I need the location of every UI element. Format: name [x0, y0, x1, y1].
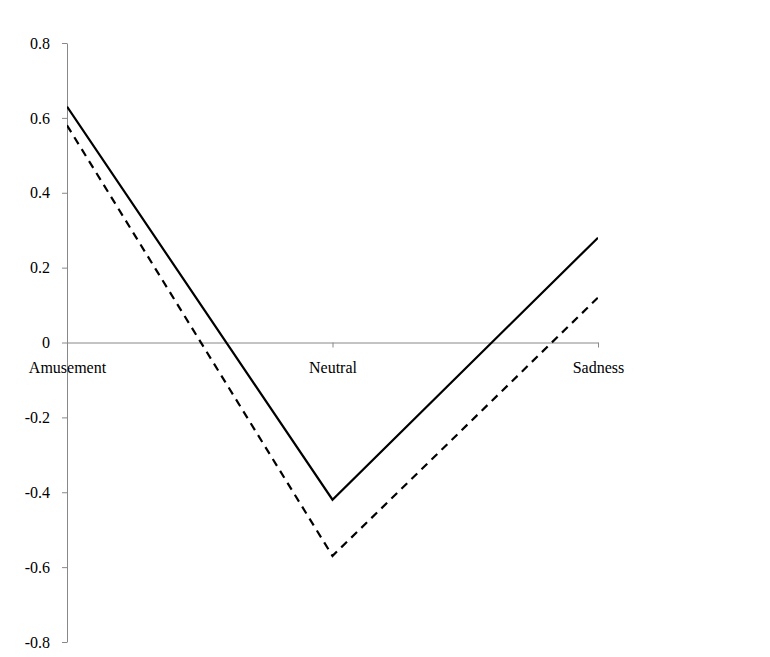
y-tick: 0.2	[30, 259, 67, 276]
y-tick-mark	[62, 492, 67, 493]
y-tick-label: -0.6	[25, 559, 50, 576]
series-line	[67, 107, 598, 500]
y-tick-label: 0.4	[30, 184, 50, 201]
y-tick-mark	[62, 343, 67, 344]
y-tick-label: -0.4	[25, 484, 50, 501]
y-tick: -0.6	[25, 559, 67, 576]
plot-area	[67, 107, 598, 556]
y-tick-mark	[62, 118, 67, 119]
y-axis-line	[67, 44, 68, 643]
x-tick-mark	[67, 343, 68, 348]
y-tick: -0.4	[25, 484, 67, 501]
y-tick: 0.8	[30, 35, 67, 52]
y-tick-label: 0.8	[30, 35, 50, 52]
x-tick-label: Sadness	[573, 359, 625, 376]
y-tick-mark	[62, 567, 67, 568]
y-tick-mark	[62, 193, 67, 194]
series-line	[67, 125, 598, 556]
y-tick-label: 0.2	[30, 259, 50, 276]
y-axis: -0.8 -0.6 -0.4 -0.2 0 0.2 0.4 0.6 0.8	[25, 35, 68, 651]
y-tick-label: 0.6	[30, 109, 50, 126]
x-tick: Amusement	[29, 343, 107, 376]
x-tick-label: Amusement	[29, 359, 107, 376]
y-tick-mark	[62, 43, 67, 44]
chart: -0.8 -0.6 -0.4 -0.2 0 0.2 0.4 0.6 0.8 Amusement Ne…	[0, 0, 770, 657]
y-tick-mark	[62, 268, 67, 269]
y-tick: 0.4	[30, 184, 67, 201]
x-tick-mark	[598, 343, 599, 348]
x-tick: Sadness	[573, 343, 625, 376]
y-tick-mark	[62, 417, 67, 418]
y-tick-label: 0	[42, 334, 50, 351]
y-tick-mark	[62, 642, 67, 643]
y-tick: -0.2	[25, 409, 67, 426]
y-tick: -0.8	[25, 634, 67, 651]
y-tick: 0	[42, 334, 67, 351]
y-tick-label: -0.8	[25, 634, 50, 651]
x-tick-label: Neutral	[309, 359, 358, 376]
x-tick-mark	[333, 343, 334, 348]
y-tick: 0.6	[30, 109, 67, 126]
x-tick: Neutral	[309, 343, 358, 376]
y-tick-label: -0.2	[25, 409, 50, 426]
